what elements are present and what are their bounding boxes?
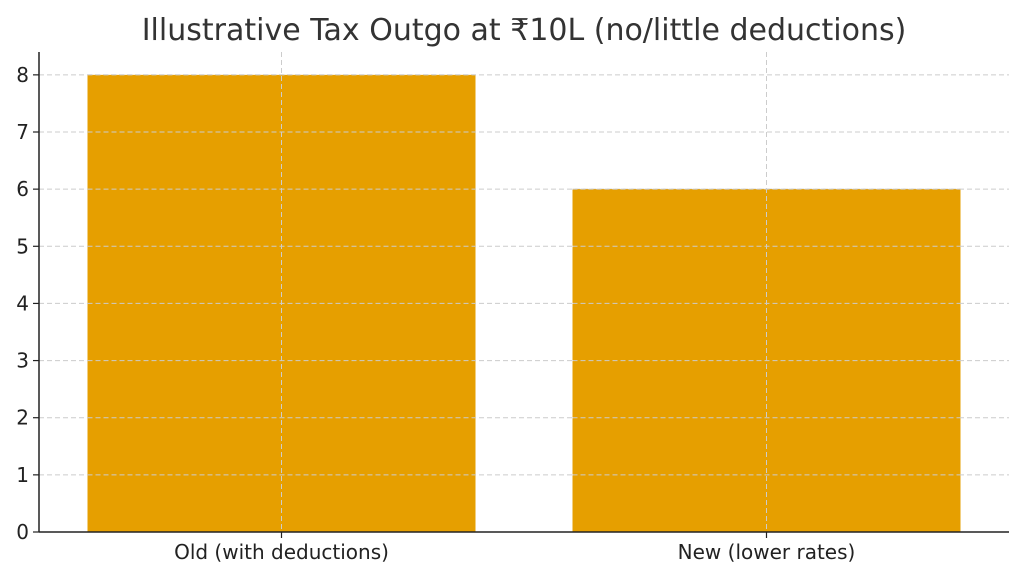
y-tick-label: 2 xyxy=(16,406,29,430)
y-tick-label: 3 xyxy=(16,349,29,373)
y-tick-label: 5 xyxy=(16,234,29,258)
y-tick-label: 4 xyxy=(16,291,29,315)
tick-labels: 0 1 2 3 4 5 6 7 8 Old (with deductions) New (lower… xyxy=(16,63,855,564)
chart-title: Illustrative Tax Outgo at ₹10L (no/littl… xyxy=(142,13,907,48)
bars xyxy=(87,52,961,532)
y-tick-label: 6 xyxy=(16,177,29,201)
y-tick-label: 7 xyxy=(16,120,29,144)
y-tick-label: 8 xyxy=(16,63,29,87)
y-tick-label: 1 xyxy=(16,463,29,487)
x-tick-label: Old (with deductions) xyxy=(174,540,389,564)
x-tick-label: New (lower rates) xyxy=(678,540,856,564)
axes xyxy=(33,52,1009,538)
y-tick-label: 0 xyxy=(16,520,29,544)
